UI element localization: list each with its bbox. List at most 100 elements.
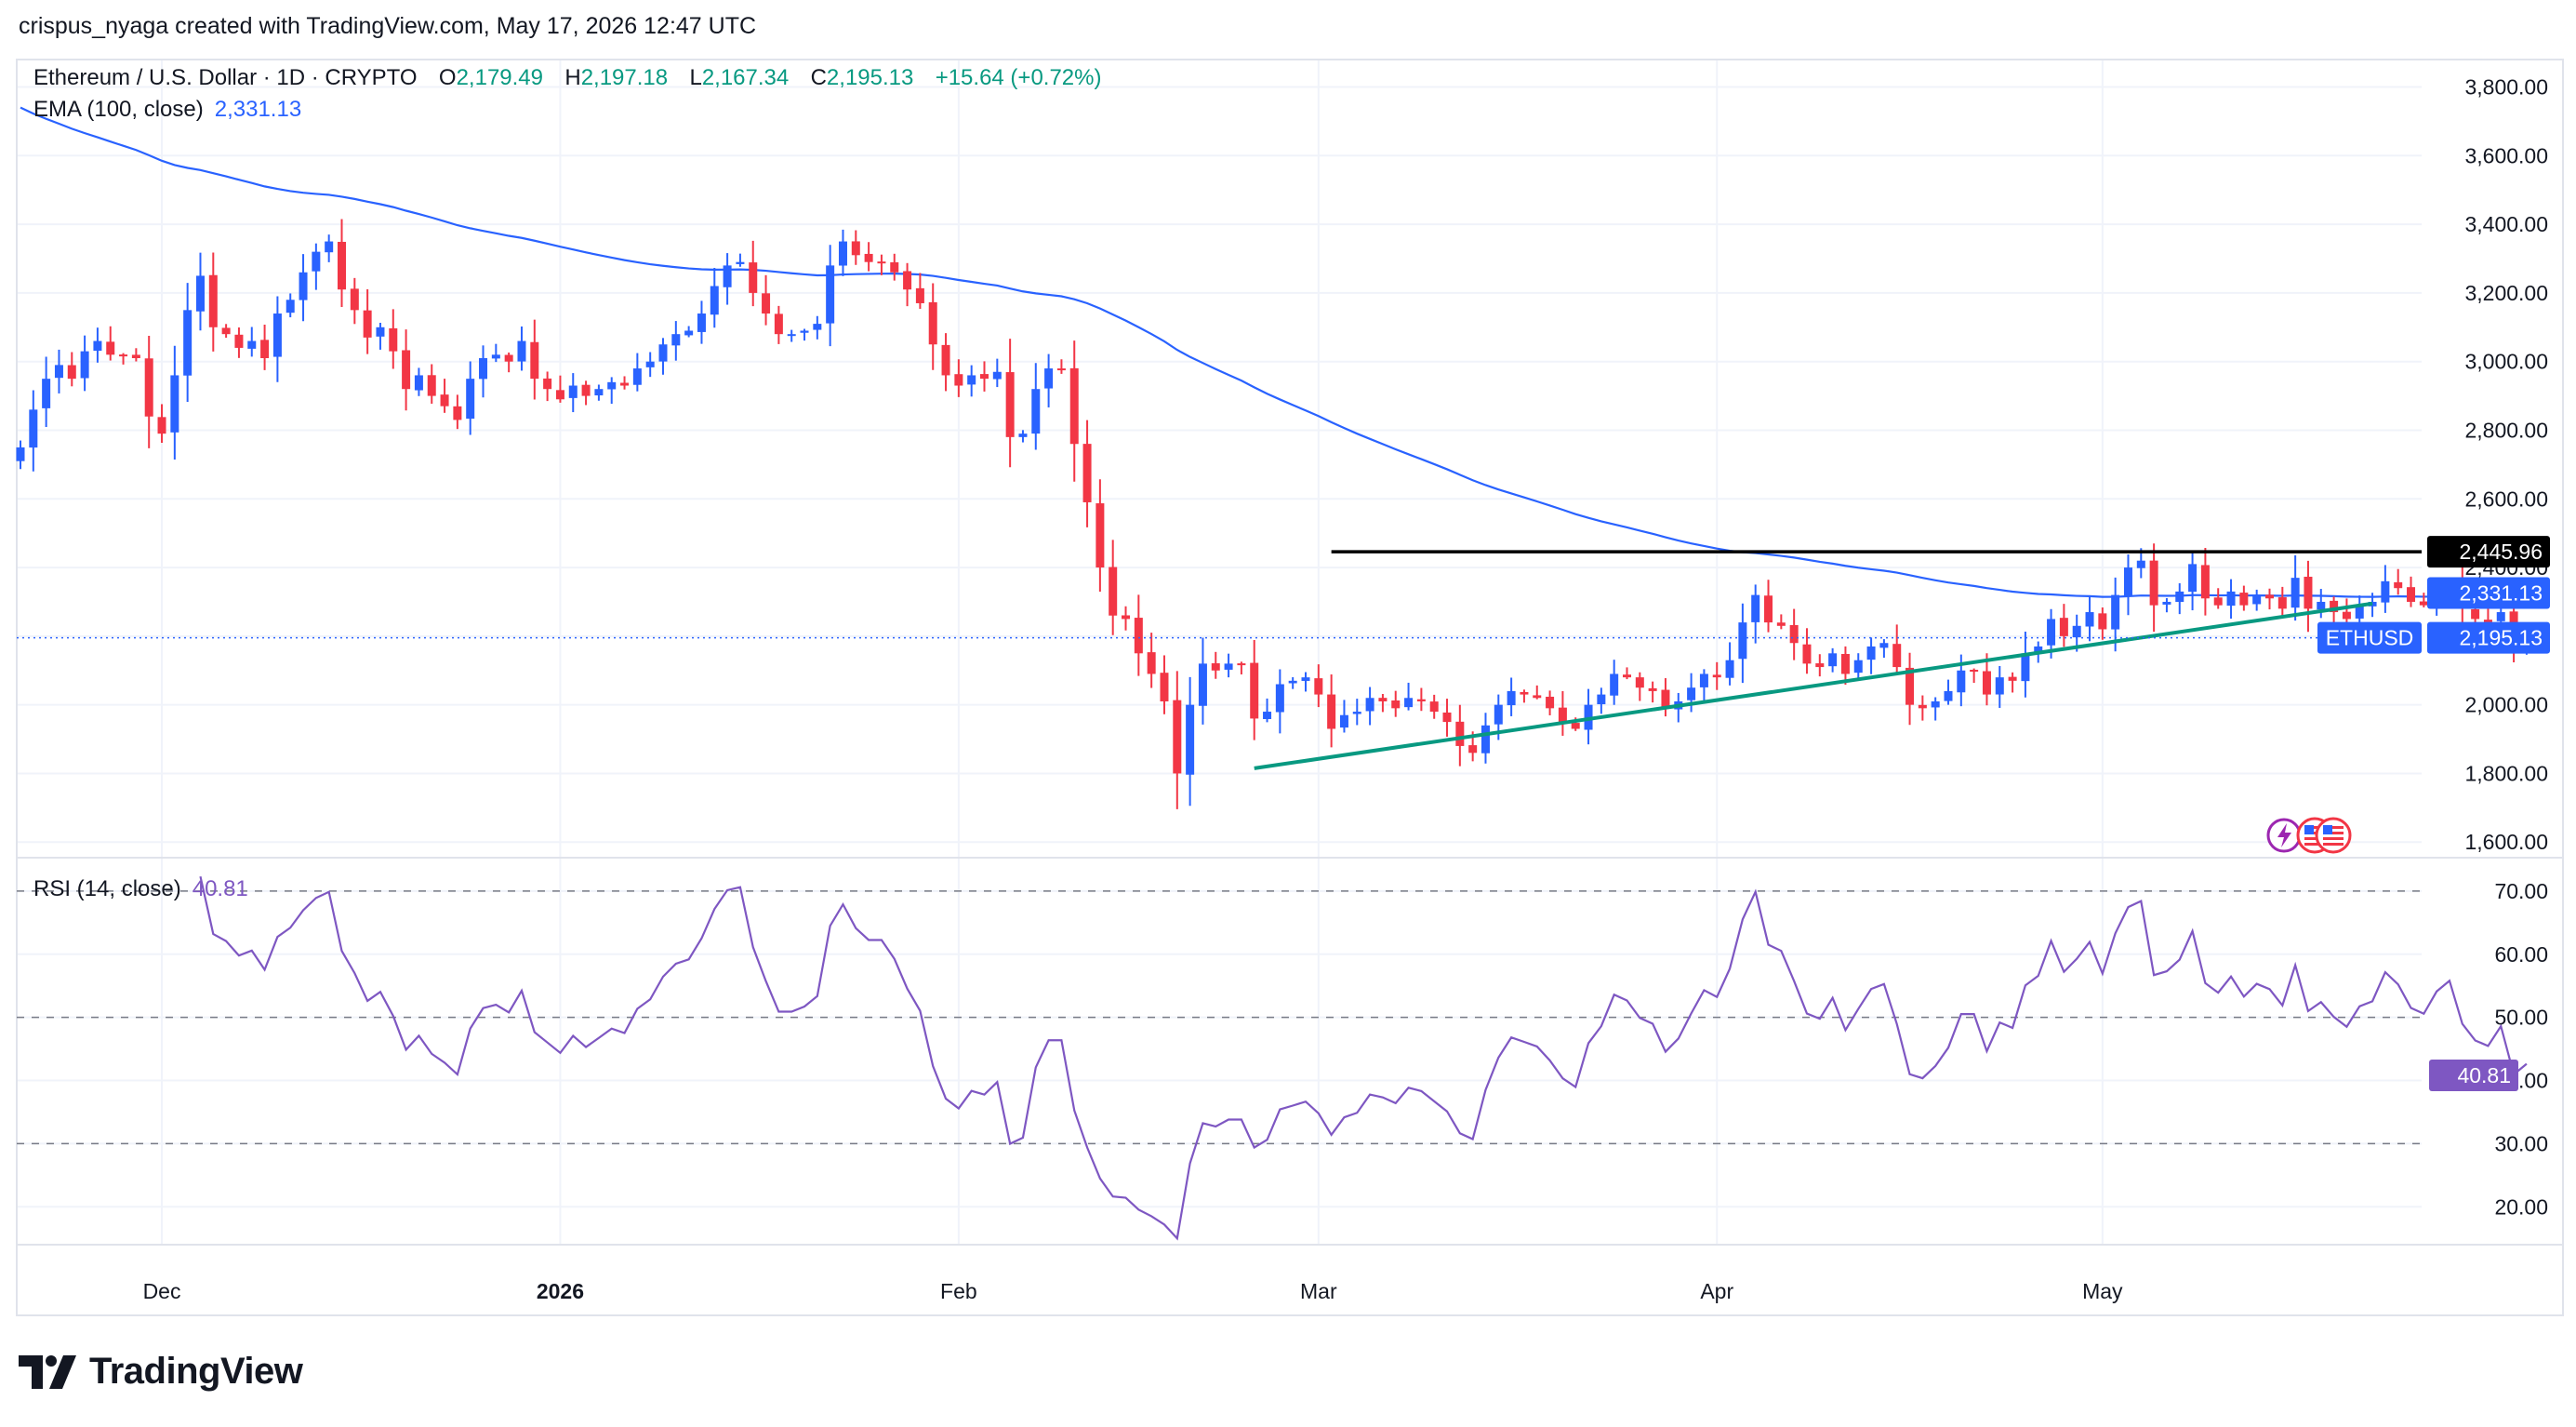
candle-down (1648, 681, 1657, 703)
tradingview-logo[interactable]: TradingView (19, 1351, 303, 1393)
candle-up (93, 327, 102, 363)
candle-down (208, 252, 218, 352)
candle-body (2419, 601, 2428, 606)
candle-body (684, 330, 694, 336)
candle-body (749, 262, 758, 293)
candle-up (1610, 660, 1619, 705)
candle-up (1597, 687, 1606, 714)
candle-body (1095, 503, 1105, 568)
candle-up (1404, 682, 1414, 711)
candle-body (504, 354, 513, 362)
candle-up (2188, 551, 2198, 611)
candle-down (581, 380, 591, 406)
candle-body (1970, 669, 1979, 672)
candle-down (1005, 339, 1015, 468)
candle-body (723, 265, 732, 287)
candle-up (2111, 577, 2120, 652)
candle-body (645, 361, 655, 367)
candle-body (813, 324, 822, 330)
candle-body (826, 265, 835, 324)
rsi-legend[interactable]: RSI (14, close) 40.81 (33, 876, 248, 902)
candle-body (80, 351, 89, 379)
candle-body (2085, 612, 2094, 627)
candle-body (2059, 618, 2068, 636)
candle-down (1905, 652, 1915, 726)
candle-body (1134, 618, 1143, 654)
resistance-price-tag-bg (2427, 536, 2550, 568)
candle-body (954, 374, 963, 386)
candle-down (762, 274, 771, 326)
candle-body (1365, 698, 1374, 712)
candle-up (1301, 672, 1310, 692)
candle-down (1160, 655, 1169, 714)
candle-up (1044, 353, 1054, 407)
candle-body (2136, 560, 2145, 568)
candle-body (195, 275, 205, 312)
candle-body (183, 310, 193, 376)
time-tick-label: Mar (1300, 1279, 1337, 1303)
candle-body (157, 417, 166, 434)
candle-body (530, 341, 539, 380)
candle-up (697, 300, 706, 344)
candle-body (2342, 611, 2351, 620)
ema-value: 2,331.13 (214, 97, 302, 122)
candle-down (1056, 359, 1066, 374)
candle-body (479, 358, 488, 380)
candle-up (1944, 679, 1953, 705)
ema-legend[interactable]: EMA (100, close) 2,331.13 (33, 97, 301, 123)
candle-down (1069, 340, 1079, 482)
candle-body (1815, 663, 1825, 668)
us-flag-icon-secondary[interactable] (2315, 817, 2352, 854)
candle-body (632, 368, 642, 385)
candle-up (658, 338, 668, 375)
candle-body (440, 394, 449, 407)
candle-up (2291, 555, 2300, 621)
ema-price-tag-text: 2,331.13 (2459, 580, 2543, 605)
candle-body (2407, 587, 2416, 602)
rsi-tick-label: 60.00 (2494, 942, 2548, 967)
candle-body (1957, 670, 1966, 693)
candle-body (1404, 698, 1414, 708)
candle-body (1147, 652, 1156, 674)
candle-down (555, 375, 564, 403)
ema-label: EMA (100, close) (33, 97, 204, 122)
candle-down (1558, 690, 1567, 736)
candle-down (928, 283, 937, 370)
candle-down (954, 359, 963, 397)
price-tick-label: 3,600.00 (2464, 143, 2548, 167)
candle-down (1250, 639, 1259, 740)
candle-down (1661, 678, 1670, 717)
candle-body (2162, 601, 2171, 605)
price-tick-label: 2,600.00 (2464, 487, 2548, 511)
candle-down (453, 394, 462, 430)
candle-down (1892, 624, 1902, 675)
candle-down (2239, 585, 2249, 611)
candle-down (1840, 646, 1850, 686)
candle-down (2059, 604, 2068, 647)
candle-down (1327, 673, 1336, 748)
low-label: L (689, 65, 702, 90)
candle-body (1905, 667, 1915, 705)
candle-up (1853, 653, 1863, 678)
candle-up (813, 315, 822, 340)
candle-down (260, 324, 270, 370)
candle-body (1776, 622, 1786, 626)
candle-body (1005, 372, 1015, 437)
candle-body (1275, 684, 1284, 713)
candle-body (1288, 680, 1297, 684)
price-tick-label: 3,000.00 (2464, 350, 2548, 374)
candle-up (1828, 647, 1838, 673)
candle-body (941, 344, 950, 376)
event-badges[interactable] (2264, 815, 2366, 856)
rsi-tick-label: 20.00 (2494, 1194, 2548, 1219)
lightning-icon[interactable] (2266, 818, 2302, 853)
symbol-legend[interactable]: Ethereum / U.S. Dollar · 1D · CRYPTO O2,… (33, 65, 1101, 91)
candle-down (2200, 547, 2210, 616)
candle-up (272, 296, 282, 382)
candle-body (1892, 644, 1902, 668)
candle-down (864, 242, 873, 272)
last-price-tag-text: 2,195.13 (2459, 626, 2543, 650)
candle-down (221, 324, 231, 339)
candle-body (1378, 698, 1388, 701)
